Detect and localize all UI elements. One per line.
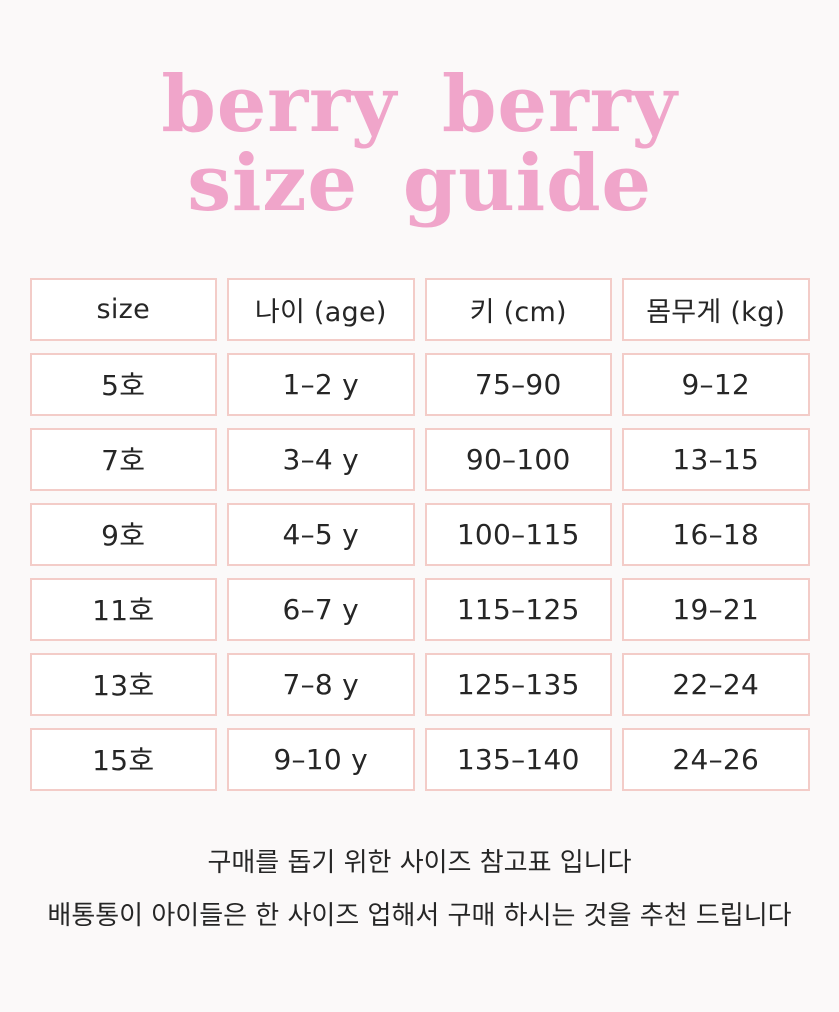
table-cell-height: 125–135 bbox=[424, 652, 612, 716]
table-cell-size: 5호 bbox=[29, 352, 217, 416]
table-cell-age: 1–2 y bbox=[227, 352, 415, 416]
footer-note-1: 구매를 돕기 위한 사이즈 참고표 입니다 bbox=[207, 847, 632, 878]
brand-name: berry berry bbox=[161, 59, 678, 151]
table-cell-height: 100–115 bbox=[424, 502, 612, 566]
footer-notes: 구매를 돕기 위한 사이즈 참고표 입니다 배통통이 아이들은 한 사이즈 업해… bbox=[0, 847, 839, 932]
table-cell-weight: 13–15 bbox=[622, 427, 810, 491]
title-subline: size guide bbox=[187, 138, 652, 230]
col-header-weight: 몸무게 (kg) bbox=[622, 277, 810, 341]
table-cell-weight: 22–24 bbox=[622, 652, 810, 716]
table-cell-height: 135–140 bbox=[424, 727, 612, 791]
table-cell-age: 4–5 y bbox=[227, 502, 415, 566]
table-cell-height: 115–125 bbox=[424, 577, 612, 641]
table-cell-size: 9호 bbox=[29, 502, 217, 566]
table-cell-weight: 9–12 bbox=[622, 352, 810, 416]
table-cell-weight: 16–18 bbox=[622, 502, 810, 566]
footer-note-2: 배통통이 아이들은 한 사이즈 업해서 구매 하시는 것을 추천 드립니다 bbox=[47, 900, 792, 931]
table-cell-size: 11호 bbox=[29, 577, 217, 641]
table-cell-weight: 24–26 bbox=[622, 727, 810, 791]
col-header-size: size bbox=[29, 277, 217, 341]
col-header-age: 나이 (age) bbox=[227, 277, 415, 341]
table-cell-age: 3–4 y bbox=[227, 427, 415, 491]
col-header-height: 키 (cm) bbox=[424, 277, 612, 341]
table-cell-age: 7–8 y bbox=[227, 652, 415, 716]
table-cell-size: 15호 bbox=[29, 727, 217, 791]
table-cell-height: 75–90 bbox=[424, 352, 612, 416]
table-cell-size: 7호 bbox=[29, 427, 217, 491]
size-table: size 나이 (age) 키 (cm) 몸무게 (kg) 5호 1–2 y 75–… bbox=[29, 277, 810, 791]
page-title: berry berry size guide bbox=[0, 52, 839, 224]
table-cell-age: 6–7 y bbox=[227, 577, 415, 641]
table-cell-weight: 19–21 bbox=[622, 577, 810, 641]
table-cell-size: 13호 bbox=[29, 652, 217, 716]
table-cell-height: 90–100 bbox=[424, 427, 612, 491]
table-cell-age: 9–10 y bbox=[227, 727, 415, 791]
